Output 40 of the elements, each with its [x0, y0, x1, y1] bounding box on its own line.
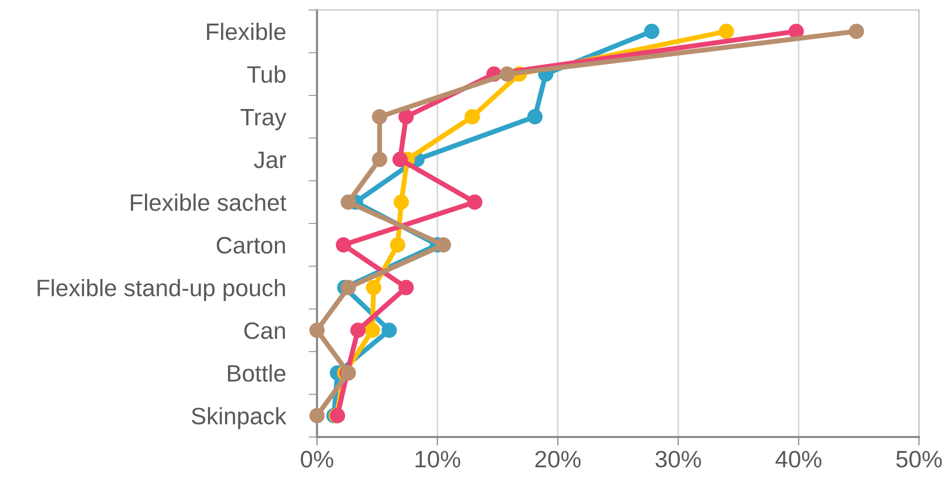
point: [644, 24, 660, 39]
point: [527, 109, 543, 124]
y-tick-label: Carton: [216, 236, 285, 254]
x-tick-label: 10%: [416, 450, 460, 468]
x-tick-label: 0%: [300, 450, 334, 468]
point: [390, 237, 406, 252]
point: [467, 194, 482, 210]
point: [718, 24, 734, 39]
y-tick-label: Can: [244, 322, 285, 340]
point: [364, 322, 380, 338]
point: [340, 280, 356, 296]
x-tick-label: 50%: [896, 450, 942, 468]
point: [350, 322, 366, 338]
point: [366, 280, 382, 296]
y-tick-label: Jar: [254, 152, 286, 168]
point: [500, 66, 515, 82]
point: [309, 322, 325, 338]
y-tick-label: Flexible: [207, 22, 286, 40]
point: [464, 109, 480, 124]
y-tick-label: Bottle: [228, 364, 286, 382]
y-tick-label: Tray: [240, 109, 286, 130]
point: [394, 194, 409, 210]
point: [398, 280, 414, 296]
y-tick-label: Skinpack: [192, 407, 286, 430]
point: [398, 109, 414, 124]
y-tick-label: Tub: [247, 65, 286, 83]
point: [382, 322, 397, 338]
point: [436, 237, 452, 252]
point: [340, 194, 356, 210]
point: [336, 237, 352, 252]
x-tick-label: 30%: [655, 450, 701, 468]
point: [848, 24, 864, 39]
x-tick-label: 40%: [776, 450, 822, 468]
point: [372, 152, 388, 168]
y-tick-label: Flexible stand-up pouch: [38, 278, 285, 302]
x-tick-label: 20%: [535, 450, 581, 468]
point: [309, 408, 325, 424]
point: [372, 109, 388, 124]
point: [392, 152, 408, 168]
y-tick-label: Flexible sachet: [130, 194, 286, 211]
